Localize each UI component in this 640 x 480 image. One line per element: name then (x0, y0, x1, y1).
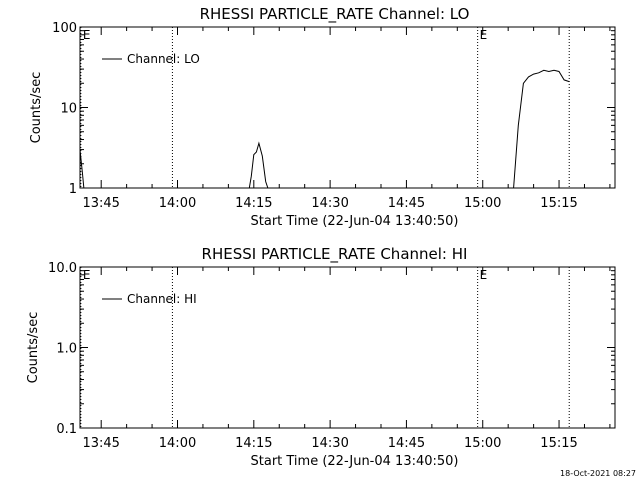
y-tick-label: 100 (52, 21, 77, 36)
x-tick-label: 15:00 (464, 196, 501, 211)
x-tick-label: 14:30 (311, 196, 348, 211)
x-axis-label: Start Time (22-Jun-04 13:40:50) (251, 214, 459, 229)
x-tick-label: 13:45 (82, 436, 119, 451)
chart-title: RHESSI PARTICLE_RATE Channel: LO (200, 5, 470, 24)
legend-label: Channel: LO (127, 52, 200, 66)
marker-label: E (83, 268, 91, 282)
y-tick-label: 1.0 (56, 342, 77, 357)
y-tick-label: 0.1 (56, 422, 77, 437)
x-tick-label: 14:00 (159, 196, 196, 211)
chart-panel-2: RHESSI PARTICLE_RATE Channel: HI Counts/s… (26, 245, 616, 469)
y-axis-label: Counts/sec (29, 72, 44, 144)
x-tick-label: 14:15 (235, 436, 272, 451)
series-line (80, 69, 570, 188)
x-tick-label: 14:45 (388, 196, 425, 211)
footer-timestamp: 18-Oct-2021 08:27 (560, 469, 636, 478)
legend: Channel: HI (102, 292, 197, 306)
legend-label: Channel: HI (127, 292, 197, 306)
y-tick-label: 1 (69, 182, 77, 197)
x-tick-label: 14:00 (159, 436, 196, 451)
y-axis-label: Counts/sec (26, 312, 41, 384)
marker-label: E (83, 28, 91, 42)
x-tick-label: 13:45 (82, 196, 119, 211)
x-tick-label: 14:45 (388, 436, 425, 451)
x-tick-label: 14:15 (235, 196, 272, 211)
y-tick-label: 10.0 (48, 261, 77, 276)
chart-panel-1: RHESSI PARTICLE_RATE Channel: LO Counts/s… (29, 5, 616, 229)
x-tick-label: 14:30 (311, 436, 348, 451)
marker-label: E (480, 268, 488, 282)
chart-title: RHESSI PARTICLE_RATE Channel: HI (202, 245, 468, 264)
x-tick-label: 15:15 (540, 196, 577, 211)
marker-label: E (480, 28, 488, 42)
x-tick-label: 15:15 (540, 436, 577, 451)
x-tick-label: 15:00 (464, 436, 501, 451)
legend: Channel: LO (102, 52, 200, 66)
x-axis-label: Start Time (22-Jun-04 13:40:50) (251, 454, 459, 469)
y-tick-label: 10 (60, 102, 77, 117)
